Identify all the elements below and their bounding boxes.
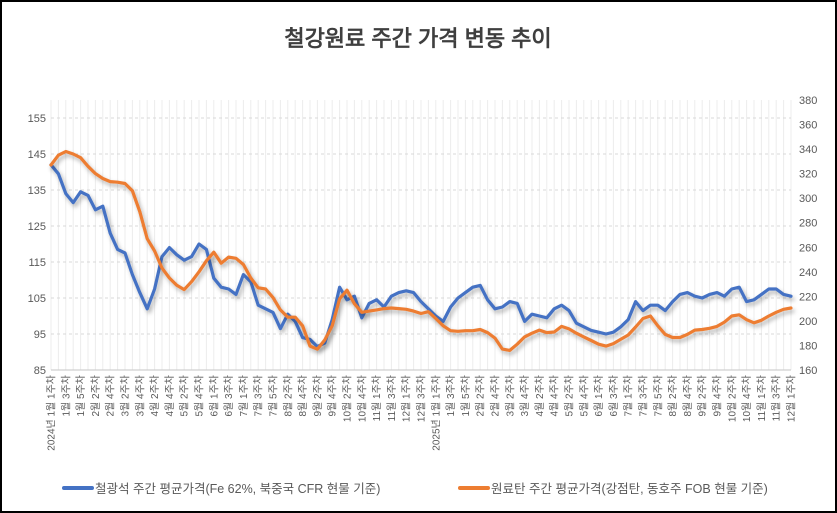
x-axis-label: 11월 3주차: [386, 375, 398, 421]
x-axis-label: 7월 5주차: [652, 375, 664, 417]
left-axis-tick-label: 125: [28, 221, 46, 233]
x-axis-label: 7월 3주차: [253, 375, 265, 417]
left-axis-tick-label: 155: [28, 113, 46, 125]
x-axis-label: 1월 5주차: [75, 375, 87, 417]
left-axis-tick-label: 145: [28, 149, 46, 161]
x-axis-label: 11월 3주차: [771, 375, 783, 421]
x-axis-label: 6월 3주차: [608, 375, 620, 417]
x-axis-label: 8월 4주차: [682, 375, 694, 417]
x-axis-label: 8월 2주차: [667, 375, 679, 417]
x-axis-label: 8월 2주차: [282, 375, 294, 417]
right-axis-tick-label: 180: [799, 340, 817, 352]
x-axis-label: 7월 1주차: [623, 375, 635, 417]
x-axis-label: 1월 5주차: [460, 375, 472, 417]
right-axis-tick-label: 260: [799, 242, 817, 254]
right-axis-tick-label: 300: [799, 193, 817, 205]
x-axis-label: 10월 2주차: [342, 375, 354, 422]
x-axis-label: 4월 2주차: [149, 375, 161, 417]
left-axis-tick-label: 135: [28, 185, 46, 197]
right-axis-tick-label: 380: [799, 95, 817, 107]
x-axis-label: 10월 2주차: [726, 375, 738, 422]
x-axis-label: 5월 4주차: [194, 375, 206, 417]
x-axis-label: 7월 1주차: [238, 375, 250, 417]
legend: 철광석 주간 평균가격(Fe 62%, 북중국 CFR 현물 기준) 원료탄 주…: [62, 482, 768, 496]
x-axis-label: 3월 4주차: [134, 375, 146, 417]
right-axis-tick-label: 320: [799, 169, 817, 181]
x-axis-label: 2025년 1월 1주차: [430, 375, 442, 451]
right-axis-tick-label: 160: [799, 365, 817, 377]
x-axis-label: 8월 4주차: [297, 375, 309, 417]
x-axis-label: 2월 2주차: [90, 375, 102, 417]
x-axis-label: 4월 2주차: [534, 375, 546, 417]
x-axis-label: 1월 3주차: [445, 375, 457, 417]
series-line-coking-coal: [49, 149, 793, 352]
x-axis-label: 6월 3주차: [223, 375, 235, 417]
x-axis-label: 3월 2주차: [504, 375, 516, 417]
left-axis-tick-label: 85: [34, 365, 46, 377]
x-axis-label: 9월 4주차: [327, 375, 339, 417]
x-axis-label: 1월 3주차: [60, 375, 72, 417]
x-axis-label: 5월 2주차: [564, 375, 576, 417]
x-axis-label: 12월 3주차: [416, 375, 428, 422]
x-axis-label: 10월 4주차: [741, 375, 753, 422]
x-axis-label: 12월 1주차: [401, 375, 413, 422]
x-axis-label: 7월 5주차: [268, 375, 280, 417]
right-axis-tick-label: 280: [799, 218, 817, 230]
x-axis-label: 9월 4주차: [712, 375, 724, 417]
right-axis-tick-label: 360: [799, 120, 817, 132]
x-axis-label: 11월 1주차: [756, 375, 768, 421]
x-axis-label: 2024년 1월 1주차: [46, 375, 58, 451]
x-axis-label: 5월 2주차: [179, 375, 191, 417]
right-axis-tick-label: 340: [799, 144, 817, 156]
series-line-iron-ore: [49, 163, 793, 349]
x-axis-label: 4월 4주차: [549, 375, 561, 417]
right-axis-tick-label: 200: [799, 316, 817, 328]
x-axis-label: 9월 2주차: [312, 375, 324, 417]
chart-title: 철강원료 주간 가격 변동 추이: [284, 26, 551, 51]
right-axis-tick-label: 240: [799, 267, 817, 279]
x-axis-label: 6월 1주차: [208, 375, 220, 417]
right-axis-tick-label: 220: [799, 291, 817, 303]
x-axis-label: 4월 4주차: [164, 375, 176, 417]
x-axis-label: 2월 4주차: [490, 375, 502, 417]
x-axis-label: 10월 4주차: [356, 375, 368, 422]
legend-label-iron-ore: 철광석 주간 평균가격(Fe 62%, 북중국 CFR 현물 기준): [95, 482, 380, 496]
left-axis-tick-label: 95: [34, 329, 46, 341]
x-axis-label: 3월 2주차: [120, 375, 132, 417]
x-axis-label: 12월 1주차: [786, 375, 798, 422]
x-axis-label: 6월 1주차: [593, 375, 605, 417]
x-axis-label: 11월 1주차: [371, 375, 383, 421]
plot-area: 85 95 105 115 125 135 145 155 160 180 200 220 240 260…: [28, 95, 818, 451]
x-axis-label: 3월 4주차: [519, 375, 531, 417]
left-axis-tick-label: 105: [28, 293, 46, 305]
x-axis-label: 7월 3주차: [638, 375, 650, 417]
left-axis-tick-label: 115: [28, 257, 46, 269]
x-axis-label: 9월 2주차: [697, 375, 709, 417]
legend-label-coking-coal: 원료탄 주간 평균가격(강점탄, 동호주 FOB 현물 기준): [491, 482, 768, 496]
x-axis-label: 2월 2주차: [475, 375, 487, 417]
x-axis-label: 5월 4주차: [578, 375, 590, 417]
x-axis-label: 2월 4주차: [105, 375, 117, 417]
